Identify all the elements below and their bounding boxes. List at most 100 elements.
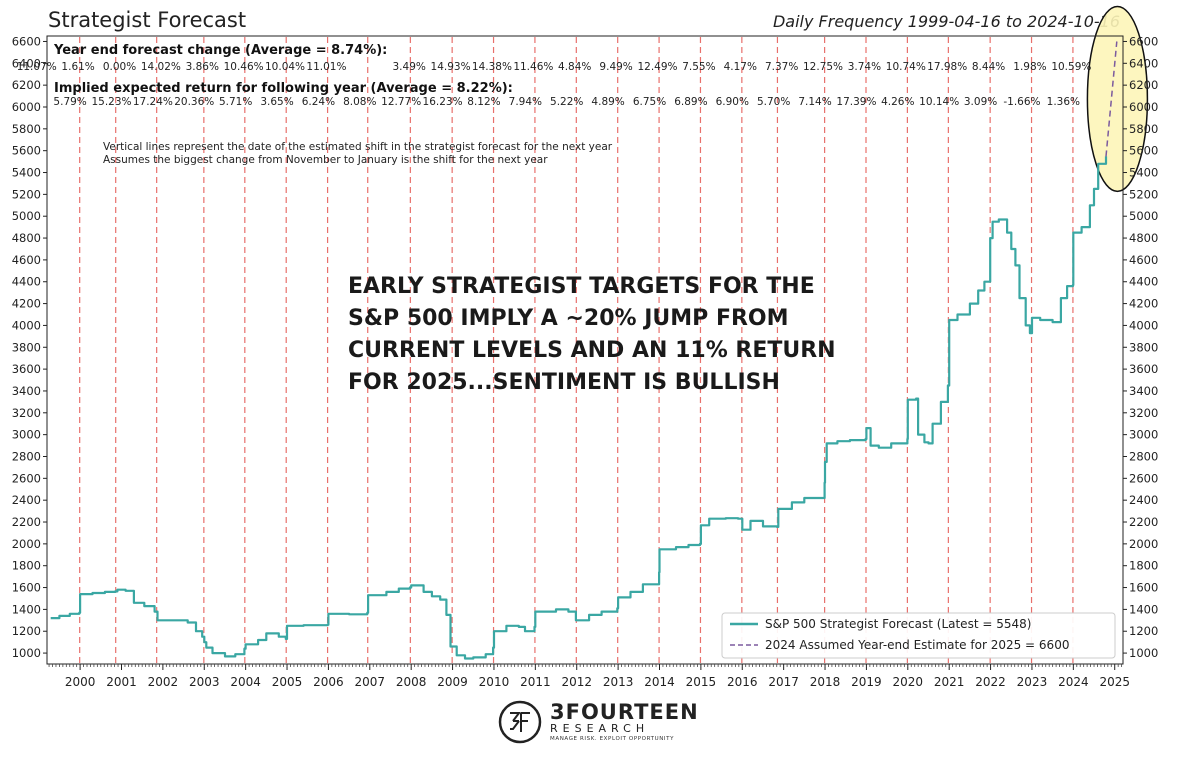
legend-label-estimate: 2024 Assumed Year-end Estimate for 2025 … (765, 638, 1069, 652)
y-axis-left: 1000 1200 1400 1600 1800 2000 2200 2400 2600 2800… (12, 34, 47, 660)
y-tick-label-left-1800: 1800 (12, 559, 41, 573)
y-tick-label-right-4000: 4000 (1129, 318, 1158, 332)
x-tick-label-2000: 2000 (65, 675, 96, 689)
legend-box (721, 612, 1116, 659)
y-tick-label-left-2800: 2800 (12, 449, 41, 463)
x-tick-label-2022: 2022 (975, 675, 1006, 689)
x-tick-label-2006: 2006 (313, 675, 344, 689)
y-tick-label-left-3200: 3200 (12, 406, 41, 420)
y-tick-label-left-3000: 3000 (12, 428, 41, 442)
y-tick-label-right-3800: 3800 (1129, 340, 1158, 354)
year-end-change-16: 7.55% (682, 61, 715, 73)
year-end-change-0: 11.07% (17, 61, 57, 73)
y-axis-right: 1000 1200 1400 1600 1800 2000 2200 2400 2600 2800… (1123, 34, 1158, 660)
y-tick-label-right-3600: 3600 (1129, 362, 1158, 376)
x-tick-label-2009: 2009 (437, 675, 468, 689)
x-tick-label-2003: 2003 (189, 675, 220, 689)
x-tick-label-2024: 2024 (1058, 675, 1089, 689)
series-line-forecast (50, 156, 1108, 660)
y-tick-label-right-2000: 2000 (1129, 537, 1158, 551)
x-axis: 2000 2001 2002 2003 2004 2005 2006 2007 2008 2009… (48, 664, 1130, 689)
y-tick-label-right-5400: 5400 (1129, 166, 1158, 180)
year-end-change-11: 14.38% (472, 61, 512, 73)
implied-return-6: 6.24% (302, 96, 335, 108)
year-end-header: Year end forecast change (Average = 8.74… (53, 43, 387, 58)
implied-return-22: 3.09% (964, 96, 997, 108)
year-end-change-1: 1.61% (61, 61, 94, 73)
y-tick-label-right-2200: 2200 (1129, 515, 1158, 529)
shift-lines (79, 37, 1074, 663)
y-tick-label-left-6000: 6000 (12, 100, 41, 114)
year-end-change-5: 10.46% (224, 61, 264, 73)
chart-svg: 1000 1200 1400 1600 1800 2000 2200 2400 2600 2800… (12, 5, 1158, 689)
x-tick-label-2001: 2001 (106, 675, 137, 689)
y-tick-label-right-4600: 4600 (1129, 253, 1158, 267)
year-end-change-21: 10.74% (886, 61, 926, 73)
implied-return-4: 5.71% (219, 96, 252, 108)
x-tick-label-2025: 2025 (1099, 675, 1130, 689)
x-tick-label-2017: 2017 (768, 675, 799, 689)
logo-mark-icon (498, 700, 542, 744)
annotation-line-1: EARLY STRATEGIST TARGETS FOR THE (348, 274, 815, 299)
x-tick-label-2020: 2020 (893, 675, 924, 689)
annotation-line-3: CURRENT LEVELS AND AN 11% RETURN (348, 338, 836, 363)
legend-label-forecast: S&P 500 Strategist Forecast (Latest = 55… (765, 617, 1031, 631)
implied-return-21: 10.14% (919, 96, 959, 108)
y-tick-label-right-4800: 4800 (1129, 231, 1158, 245)
y-tick-label-right-1200: 1200 (1129, 624, 1158, 638)
x-tick-label-2008: 2008 (396, 675, 427, 689)
x-tick-label-2021: 2021 (934, 675, 965, 689)
year-end-change-18: 7.37% (765, 61, 798, 73)
y-tick-label-right-3000: 3000 (1129, 428, 1158, 442)
x-tick-label-2015: 2015 (686, 675, 717, 689)
y-tick-label-left-5400: 5400 (12, 166, 41, 180)
year-end-change-6: 10.04% (265, 61, 305, 73)
year-end-change-24: 1.98% (1013, 61, 1046, 73)
implied-return-15: 6.89% (674, 96, 707, 108)
y-tick-label-right-5800: 5800 (1129, 122, 1158, 136)
y-tick-label-left-5000: 5000 (12, 209, 41, 223)
series-layer (50, 41, 1118, 660)
y-tick-label-right-3400: 3400 (1129, 384, 1158, 398)
year-end-change-13: 4.84% (558, 61, 591, 73)
implied-return-11: 7.94% (509, 96, 542, 108)
x-tick-label-2010: 2010 (479, 675, 510, 689)
year-end-change-19: 12.75% (803, 61, 843, 73)
logo-name: 3FOURTEEN (550, 700, 699, 724)
y-tick-label-left-2400: 2400 (12, 493, 41, 507)
chart-legend: S&P 500 Strategist Forecast (Latest = 55… (721, 612, 1116, 659)
y-tick-label-right-4200: 4200 (1129, 297, 1158, 311)
implied-return-17: 5.70% (757, 96, 790, 108)
x-tick-label-2019: 2019 (851, 675, 882, 689)
y-tick-label-left-6600: 6600 (12, 34, 41, 48)
implied-return-5: 3.65% (260, 96, 293, 108)
x-tick-label-2023: 2023 (1017, 675, 1048, 689)
annotation-line-4: FOR 2025...SENTIMENT IS BULLISH (348, 370, 780, 395)
y-tick-label-left-3400: 3400 (12, 384, 41, 398)
y-tick-label-left-6400: 6400 (12, 56, 41, 70)
implied-return-16: 6.90% (716, 96, 749, 108)
annotation-line-2: S&P 500 IMPLY A ~20% JUMP FROM (348, 306, 789, 331)
implied-return-14: 6.75% (633, 96, 666, 108)
logo-sub: RESEARCH (550, 722, 650, 735)
y-tick-label-right-1600: 1600 (1129, 581, 1158, 595)
year-end-change-15: 12.49% (637, 61, 677, 73)
y-tick-label-left-3600: 3600 (12, 362, 41, 376)
y-tick-label-right-5200: 5200 (1129, 187, 1158, 201)
year-end-change-17: 4.17% (724, 61, 757, 73)
year-end-change-3: 14.02% (141, 61, 181, 73)
y-tick-label-right-6600: 6600 (1129, 34, 1158, 48)
y-tick-label-left-1600: 1600 (12, 581, 41, 595)
implied-return-13: 4.89% (591, 96, 624, 108)
y-tick-label-left-1200: 1200 (12, 624, 41, 638)
x-tick-label-2012: 2012 (561, 675, 592, 689)
chart-title: Strategist Forecast (48, 8, 247, 32)
implied-return-23: -1.66% (1003, 96, 1040, 108)
year-end-change-23: 8.44% (972, 61, 1005, 73)
implied-return-12: 5.22% (550, 96, 583, 108)
implied-return-0: 5.79% (53, 96, 86, 108)
implied-return-8: 12.77% (381, 96, 421, 108)
implied-return-19: 17.39% (836, 96, 876, 108)
x-tick-label-2013: 2013 (603, 675, 634, 689)
year-end-change-2: 0.00% (103, 61, 136, 73)
